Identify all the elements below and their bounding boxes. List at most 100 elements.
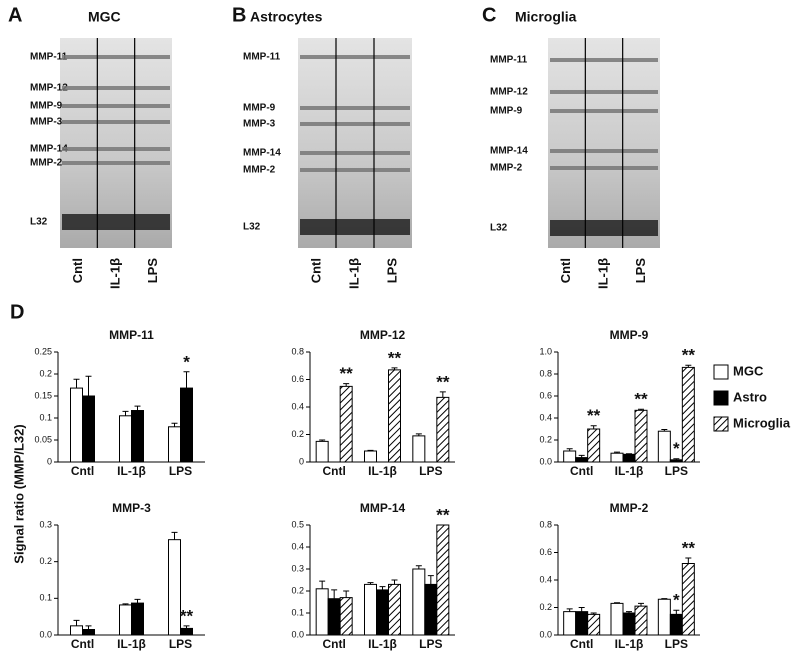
legend-swatch xyxy=(713,364,729,380)
error-bar xyxy=(171,531,178,540)
y-tick-label: 0.1 xyxy=(39,593,52,603)
gel-band xyxy=(550,90,658,94)
significance: * xyxy=(673,591,680,610)
bar xyxy=(424,583,438,636)
bar xyxy=(669,613,683,636)
gel-band xyxy=(62,104,170,108)
error-bar xyxy=(391,579,398,585)
significance: ** xyxy=(634,390,648,409)
significance: ** xyxy=(682,538,696,557)
bar xyxy=(364,450,377,463)
error-bar xyxy=(661,429,668,432)
error-bar xyxy=(134,405,141,411)
y-tick-label: 0.2 xyxy=(291,429,304,439)
gel-band xyxy=(62,86,170,90)
error-bar xyxy=(614,451,620,454)
x-tick-label: Cntl xyxy=(71,637,94,651)
lane-label: Cntl xyxy=(308,258,323,283)
error-bar xyxy=(183,371,190,389)
bar xyxy=(575,611,589,636)
band-label: MMP-11 xyxy=(30,52,68,63)
bar xyxy=(681,366,695,463)
y-tick-label: 0.3 xyxy=(291,563,304,573)
lane-label: IL-1β xyxy=(346,258,361,289)
gel-band xyxy=(62,147,170,151)
band-label: MMP-9 xyxy=(243,103,276,114)
x-tick-label: IL-1β xyxy=(615,637,644,651)
bar xyxy=(339,385,353,463)
y-tick-label: 0.2 xyxy=(291,585,304,595)
legend-swatch xyxy=(713,390,729,406)
gel-band xyxy=(62,214,170,230)
panel-letter: B xyxy=(232,4,246,26)
gel xyxy=(60,38,172,248)
gel xyxy=(298,38,412,248)
significance: * xyxy=(673,439,680,458)
significance: ** xyxy=(436,505,450,524)
error-bar xyxy=(379,586,386,590)
x-tick-label: LPS xyxy=(169,637,192,651)
bar xyxy=(622,612,636,636)
error-bar xyxy=(661,598,668,600)
error-bar xyxy=(578,607,585,612)
error-bar xyxy=(638,408,644,411)
lane-label: IL-1β xyxy=(595,258,610,289)
error-bar xyxy=(590,425,597,429)
y-tick-label: 0.05 xyxy=(34,434,52,444)
bar xyxy=(388,583,401,636)
bar xyxy=(82,395,95,463)
band-label: MMP-14 xyxy=(490,146,528,157)
bar xyxy=(563,611,577,636)
x-tick-label: IL-1β xyxy=(368,464,397,478)
bar xyxy=(587,428,601,463)
gel-band xyxy=(550,58,658,62)
bar xyxy=(634,605,648,636)
band-label: MMP-14 xyxy=(243,148,281,159)
error-bar xyxy=(590,612,597,615)
y-tick-label: 0 xyxy=(47,456,52,466)
error-bar xyxy=(343,383,350,387)
y-tick-label: 0.4 xyxy=(291,541,304,551)
x-tick-label: LPS xyxy=(665,464,688,478)
gel-band xyxy=(300,122,410,126)
bar xyxy=(575,457,589,463)
error-bar xyxy=(626,611,632,613)
band-label: MMP-9 xyxy=(30,101,63,112)
y-tick-label: 0.8 xyxy=(539,368,552,378)
band-label: MMP-2 xyxy=(243,165,276,176)
y-tick-label: 0.2 xyxy=(39,556,52,566)
chart-title: MMP-2 xyxy=(610,501,649,515)
band-label: MMP-11 xyxy=(243,52,281,63)
bar xyxy=(82,629,95,636)
x-tick-label: Cntl xyxy=(570,637,593,651)
error-bar xyxy=(673,609,680,615)
bar xyxy=(131,602,144,636)
y-tick-label: 0.0 xyxy=(291,629,304,639)
y-tick-label: 0.6 xyxy=(291,374,304,384)
error-bar xyxy=(626,453,632,455)
bar xyxy=(610,452,624,463)
y-tick-label: 0.2 xyxy=(39,368,52,378)
error-bar xyxy=(122,410,129,416)
y-tick-label: 0.2 xyxy=(539,434,552,444)
bar xyxy=(412,568,426,636)
bar xyxy=(610,602,624,636)
band-label: MMP-9 xyxy=(490,106,523,117)
error-bar xyxy=(85,375,92,396)
gel-band xyxy=(550,220,658,236)
y-tick-label: 0.8 xyxy=(291,346,304,356)
bar xyxy=(622,453,636,463)
bar xyxy=(563,450,577,463)
bar xyxy=(587,613,601,636)
y-tick-label: 0.1 xyxy=(291,607,304,617)
panel-letter: D xyxy=(10,301,24,323)
bar xyxy=(315,588,329,636)
band-label: L32 xyxy=(490,223,508,234)
band-label: MMP-2 xyxy=(490,163,523,174)
significance: * xyxy=(183,352,190,371)
legend-swatch xyxy=(713,416,729,432)
significance: ** xyxy=(340,364,354,383)
lane-label: Cntl xyxy=(70,258,85,283)
legend-label: Astro xyxy=(733,389,767,404)
gel-band xyxy=(62,120,170,124)
